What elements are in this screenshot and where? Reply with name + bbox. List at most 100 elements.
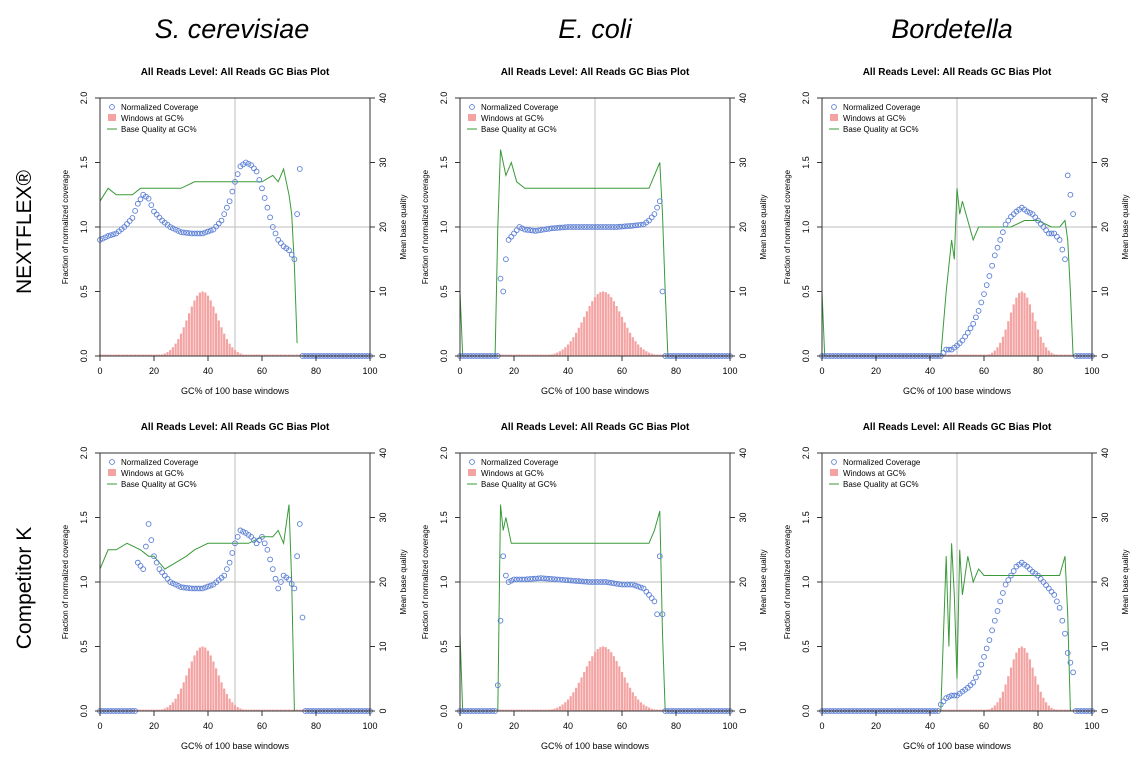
windows-bar — [271, 354, 274, 356]
windows-bar — [634, 341, 637, 356]
coverage-point — [986, 273, 993, 279]
windows-bar — [623, 677, 626, 711]
windows-bar — [515, 354, 518, 356]
legend-label: Normalized Coverage — [121, 458, 199, 467]
coverage-point — [538, 575, 544, 581]
coverage-point — [575, 224, 582, 230]
coverage-point — [535, 575, 542, 582]
y-tick-label: 2.0 — [79, 92, 89, 105]
windows-bar — [969, 709, 972, 711]
coverage-point — [656, 553, 663, 560]
windows-bar — [623, 322, 626, 356]
windows-bar — [591, 301, 594, 356]
coverage-point — [538, 227, 544, 233]
windows-bar — [604, 292, 607, 356]
coverage-point — [611, 580, 617, 587]
windows-bar — [1018, 293, 1021, 356]
legend-label: Base Quality at GC% — [121, 125, 197, 134]
legend-label: Windows at GC% — [121, 114, 184, 123]
coverage-point — [137, 563, 144, 569]
windows-bar — [266, 354, 269, 356]
coverage-point — [240, 528, 246, 535]
windows-bar — [1047, 705, 1050, 711]
windows-bar — [575, 332, 578, 356]
windows-bar — [569, 696, 572, 711]
coverage-point — [627, 223, 633, 229]
gc-bias-plot-s-cerevisiae-competitor-k: All Reads Level: All Reads GC Bias Plot 0… — [61, 422, 408, 751]
legend-windows-marker — [108, 469, 116, 476]
legend-label: Base Quality at GC% — [121, 480, 197, 489]
coverage-point — [294, 553, 300, 560]
windows-bar — [293, 354, 296, 356]
legend: Normalized Coverage Windows at GC% Base Qu… — [106, 101, 224, 135]
windows-bar — [999, 342, 1002, 356]
windows-bar — [266, 709, 269, 711]
coverage-point — [175, 228, 182, 234]
windows-bar — [996, 702, 999, 711]
windows-bar — [225, 339, 228, 356]
coverage-point — [559, 224, 566, 231]
windows-bar — [988, 709, 991, 711]
x-tick-label: 60 — [979, 366, 989, 376]
y2-tick-label: 20 — [738, 222, 748, 232]
y2-tick-label: 30 — [1100, 157, 1110, 167]
windows-bar — [212, 661, 215, 711]
coverage-point — [516, 576, 523, 583]
windows-bar — [629, 687, 632, 711]
windows-bar — [204, 647, 207, 711]
windows-bar — [258, 709, 261, 711]
y2-tick-label: 0 — [378, 708, 388, 713]
x-tick-label: 80 — [311, 366, 321, 376]
windows-bar — [518, 354, 521, 356]
coverage-point — [983, 645, 990, 652]
windows-bar — [220, 682, 223, 711]
coverage-point — [659, 611, 666, 618]
windows-bar — [537, 709, 540, 711]
coverage-point — [605, 579, 612, 586]
coverage-point — [137, 196, 144, 203]
y2-tick-label: 10 — [378, 286, 388, 296]
coverage-point — [505, 579, 512, 585]
windows-bar — [988, 354, 991, 356]
windows-bar — [504, 354, 507, 356]
gc-bias-plot-e-coli-nextflex: All Reads Level: All Reads GC Bias Plot 0… — [421, 67, 768, 396]
coverage-point — [581, 224, 588, 230]
y-axis-label: Fraction of normalized coverage — [783, 169, 792, 284]
y-tick-label: 0.0 — [439, 350, 449, 363]
x-tick-label: 40 — [203, 721, 213, 731]
windows-bar — [502, 354, 505, 356]
windows-bar — [109, 354, 112, 356]
windows-bar — [631, 692, 634, 711]
coverage-point — [186, 230, 192, 236]
coverage-point — [259, 533, 265, 540]
windows-bar — [972, 354, 975, 356]
coverage-point — [215, 220, 222, 227]
windows-bar — [972, 709, 975, 711]
windows-bar — [961, 709, 964, 711]
windows-bar — [991, 707, 994, 711]
windows-bar — [161, 709, 164, 711]
windows-bar — [174, 698, 177, 711]
windows-bar — [502, 709, 505, 711]
coverage-point — [134, 200, 141, 207]
windows-bar — [599, 292, 602, 356]
y-tick-label: 0.0 — [801, 350, 811, 363]
gc-bias-plot-bordetella-nextflex: All Reads Level: All Reads GC Bias Plot 0… — [783, 67, 1130, 396]
y-tick-label: 0.5 — [801, 640, 811, 653]
plot-title: All Reads Level: All Reads GC Bias Plot — [863, 422, 1052, 433]
coverage-point — [970, 320, 977, 327]
coverage-point — [586, 579, 593, 585]
coverage-point — [172, 226, 179, 233]
windows-bar — [526, 709, 529, 711]
coverage-point — [1002, 221, 1009, 228]
coverage-point — [1056, 237, 1063, 243]
y-tick-label: 0.5 — [439, 285, 449, 298]
windows-bar — [255, 709, 258, 711]
windows-bar — [1012, 304, 1015, 356]
coverage-point — [167, 579, 174, 585]
coverage-point — [551, 225, 558, 231]
y2-tick-label: 20 — [1100, 577, 1110, 587]
y-tick-label: 0.0 — [79, 705, 89, 718]
windows-bar — [642, 704, 645, 711]
x-tick-label: 100 — [1084, 366, 1099, 376]
